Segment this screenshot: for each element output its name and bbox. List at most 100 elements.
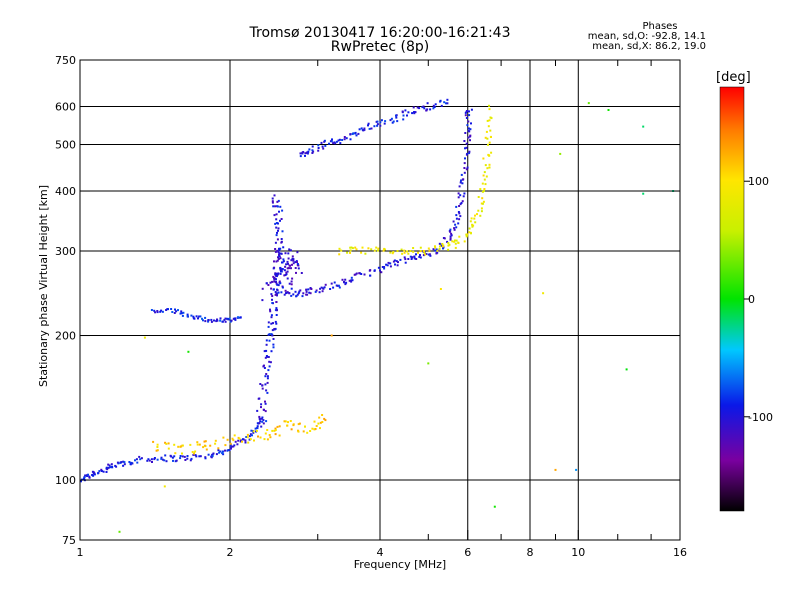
echo-point [258,422,261,425]
echo-point [276,283,279,286]
echo-point [91,470,94,473]
echo-point [323,139,326,142]
echo-point [425,253,428,255]
echo-point [277,227,280,230]
echo-point [379,121,382,124]
echo-point [280,218,283,220]
echo-point [281,209,284,212]
echo-point [265,282,268,285]
echo-point [143,336,146,339]
echo-point [292,259,295,262]
echo-point [330,140,333,143]
echo-point [380,119,383,122]
echo-point [282,258,285,261]
echo-point [244,441,247,444]
echo-point [290,428,293,431]
echo-point [297,292,300,295]
echo-point [222,450,225,453]
echo-point [343,280,345,283]
echo-point [281,268,284,270]
echo-point [403,256,406,259]
echo-point [173,443,176,446]
echo-point [299,289,302,292]
echo-point [167,442,170,445]
echo-point [439,288,442,290]
echo-point [267,369,270,372]
echo-point [441,243,444,245]
echo-point [488,154,491,157]
echo-point [454,242,457,245]
echo-point [251,434,253,437]
echo-point [175,459,178,462]
echo-point [304,425,306,428]
echo-point [438,242,441,245]
echo-point [153,458,156,461]
echo-point [417,251,419,254]
echo-point [275,301,278,303]
echo-point [362,129,365,132]
echo-point [317,144,320,147]
echo-point [244,439,247,442]
echo-point [406,114,408,117]
echo-point [290,259,293,262]
echo-point [224,444,227,447]
echo-point [180,445,183,448]
echo-point [224,320,227,323]
echo-point [403,251,406,254]
echo-point [395,260,398,263]
echo-point [383,248,386,251]
echo-point [338,253,341,256]
echo-point [469,134,472,137]
echo-point [265,389,268,392]
echo-point [140,457,143,460]
echo-point [272,343,275,346]
echo-point [480,207,483,210]
echo-point [438,247,441,250]
y-tick-label: 750 [55,54,76,67]
colorbar-tick-label: -100 [748,411,773,424]
echo-point [488,119,491,122]
echo-point [237,439,240,442]
echo-point [186,457,189,460]
echo-point [443,237,446,240]
echo-point [226,449,229,452]
echo-point [175,310,178,313]
echo-point [83,476,86,479]
echo-point [468,231,471,234]
echo-point [473,217,476,220]
echo-point [373,269,376,272]
echo-point [392,260,395,263]
echo-point [294,267,297,269]
echo-point [286,424,289,427]
echo-point [277,256,279,259]
echo-point [276,200,279,203]
echo-point [147,458,150,461]
echo-point [463,140,466,142]
echo-point [416,106,419,109]
echo-point [377,266,380,269]
echo-point [319,421,322,424]
echo-point [446,240,449,243]
echo-point [270,293,273,296]
echo-point [256,425,259,428]
echo-point [439,99,442,102]
echo-point [471,223,474,226]
echo-point [122,460,125,463]
echo-point [367,122,370,125]
echo-point [397,261,399,264]
echo-point [469,139,471,142]
echo-point [156,446,159,448]
echo-point [211,454,214,456]
echo-point [350,280,353,283]
echo-point [274,429,277,431]
echo-point [210,320,213,323]
echo-point [156,443,159,446]
echo-point [427,362,430,365]
echo-point [377,247,380,250]
echo-point [274,327,277,330]
echo-point [105,466,108,469]
echo-point [272,288,275,291]
echo-point [410,258,413,260]
echo-point [217,449,220,452]
echo-point [338,138,341,141]
